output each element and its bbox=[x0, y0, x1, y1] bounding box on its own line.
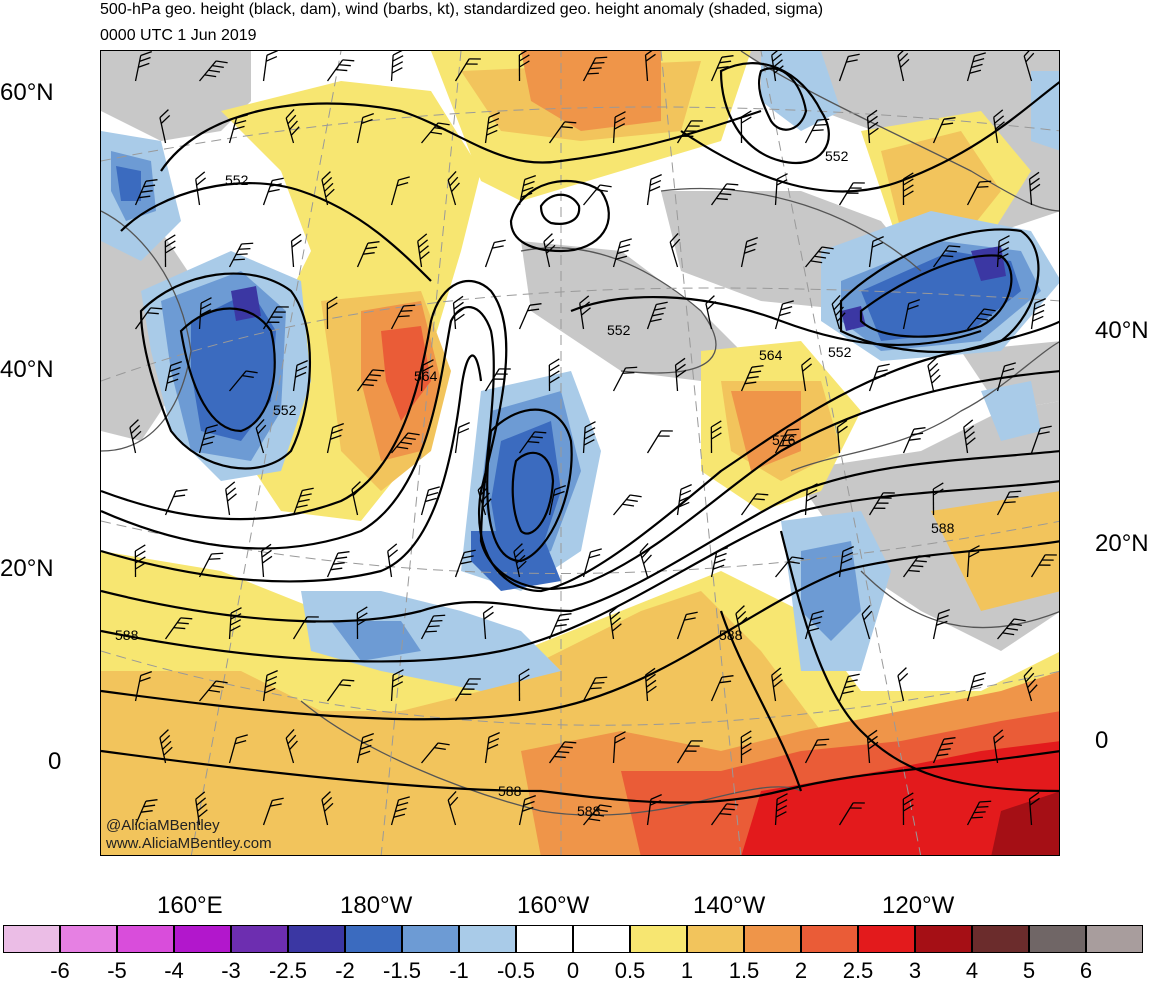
colorbar-tick-label: -6 bbox=[50, 958, 70, 984]
colorbar-tick-label: 5 bbox=[1023, 958, 1035, 984]
lat-label-60n: 60°N bbox=[0, 79, 54, 107]
colorbar bbox=[3, 925, 1143, 953]
contour-label: 552 bbox=[828, 344, 852, 360]
colorbar-swatch bbox=[288, 925, 345, 953]
colorbar-swatch bbox=[972, 925, 1029, 953]
lat-label-40n-right: 40°N bbox=[1095, 317, 1149, 345]
colorbar-swatch bbox=[801, 925, 858, 953]
contour-label: 564 bbox=[414, 368, 438, 384]
lat-label-20n: 20°N bbox=[0, 555, 54, 583]
lon-label-160w: 160°W bbox=[517, 892, 589, 920]
colorbar-tick-label: 4 bbox=[966, 958, 978, 984]
map-canvas: 552 552 552 552 564 564 576 588 588 588 … bbox=[101, 51, 1060, 856]
lon-label-140w: 140°W bbox=[693, 892, 765, 920]
contour-label: 588 bbox=[498, 783, 522, 799]
colorbar-swatch bbox=[573, 925, 630, 953]
colorbar-swatch bbox=[231, 925, 288, 953]
colorbar-tick-label: -4 bbox=[164, 958, 184, 984]
colorbar-swatch bbox=[630, 925, 687, 953]
lon-label-160e: 160°E bbox=[157, 892, 223, 920]
colorbar-tick-label: -5 bbox=[107, 958, 127, 984]
colorbar-swatch bbox=[117, 925, 174, 953]
lat-label-equator-right: 0 bbox=[1095, 727, 1108, 755]
colorbar-tick-label: 1.5 bbox=[729, 958, 760, 984]
colorbar-tick-label: 2 bbox=[795, 958, 807, 984]
colorbar-swatch bbox=[174, 925, 231, 953]
colorbar-swatch bbox=[345, 925, 402, 953]
colorbar-tick-label: -2.5 bbox=[269, 958, 307, 984]
colorbar-swatch bbox=[60, 925, 117, 953]
colorbar-swatch bbox=[687, 925, 744, 953]
colorbar-swatch bbox=[1029, 925, 1086, 953]
colorbar-tick-label: -2 bbox=[335, 958, 355, 984]
contour-label: 588 bbox=[115, 627, 139, 643]
colorbar-tick-label: 6 bbox=[1080, 958, 1092, 984]
contour-label: 564 bbox=[759, 347, 783, 363]
colorbar-swatch bbox=[516, 925, 573, 953]
credit-handle: @AliciaMBentley bbox=[106, 817, 220, 834]
contour-label: 552 bbox=[825, 148, 849, 164]
colorbar-swatch bbox=[402, 925, 459, 953]
colorbar-swatch bbox=[1086, 925, 1143, 953]
colorbar-swatch bbox=[915, 925, 972, 953]
colorbar-tick-label: -1.5 bbox=[383, 958, 421, 984]
contour-label: 552 bbox=[273, 402, 297, 418]
map-valid-time: 0000 UTC 1 Jun 2019 bbox=[100, 27, 257, 45]
colorbar-tick-label: -3 bbox=[221, 958, 241, 984]
colorbar-tick-label: -1 bbox=[449, 958, 469, 984]
lat-label-40n: 40°N bbox=[0, 356, 54, 384]
lat-label-equator: 0 bbox=[48, 748, 61, 776]
colorbar-swatch bbox=[744, 925, 801, 953]
contour-label: 588 bbox=[931, 520, 955, 536]
lon-label-180w: 180°W bbox=[340, 892, 412, 920]
map-panel: 552 552 552 552 564 564 576 588 588 588 … bbox=[100, 50, 1060, 856]
colorbar-tick-label: -0.5 bbox=[497, 958, 535, 984]
colorbar-swatch bbox=[858, 925, 915, 953]
colorbar-swatch bbox=[459, 925, 516, 953]
contour-label: 552 bbox=[607, 322, 631, 338]
colorbar-swatch bbox=[3, 925, 60, 953]
colorbar-tick-label: 3 bbox=[909, 958, 921, 984]
colorbar-tick-label: 2.5 bbox=[843, 958, 874, 984]
colorbar-tick-label: 1 bbox=[681, 958, 693, 984]
contour-label: 552 bbox=[225, 172, 249, 188]
map-title: 500-hPa geo. height (black, dam), wind (… bbox=[100, 1, 823, 19]
credit-website: www.AliciaMBentley.com bbox=[106, 835, 272, 852]
colorbar-tick-label: 0 bbox=[567, 958, 579, 984]
contour-label: 588 bbox=[577, 803, 601, 819]
colorbar-tick-label: 0.5 bbox=[615, 958, 646, 984]
lon-label-120w: 120°W bbox=[882, 892, 954, 920]
lat-label-20n-right: 20°N bbox=[1095, 530, 1149, 558]
